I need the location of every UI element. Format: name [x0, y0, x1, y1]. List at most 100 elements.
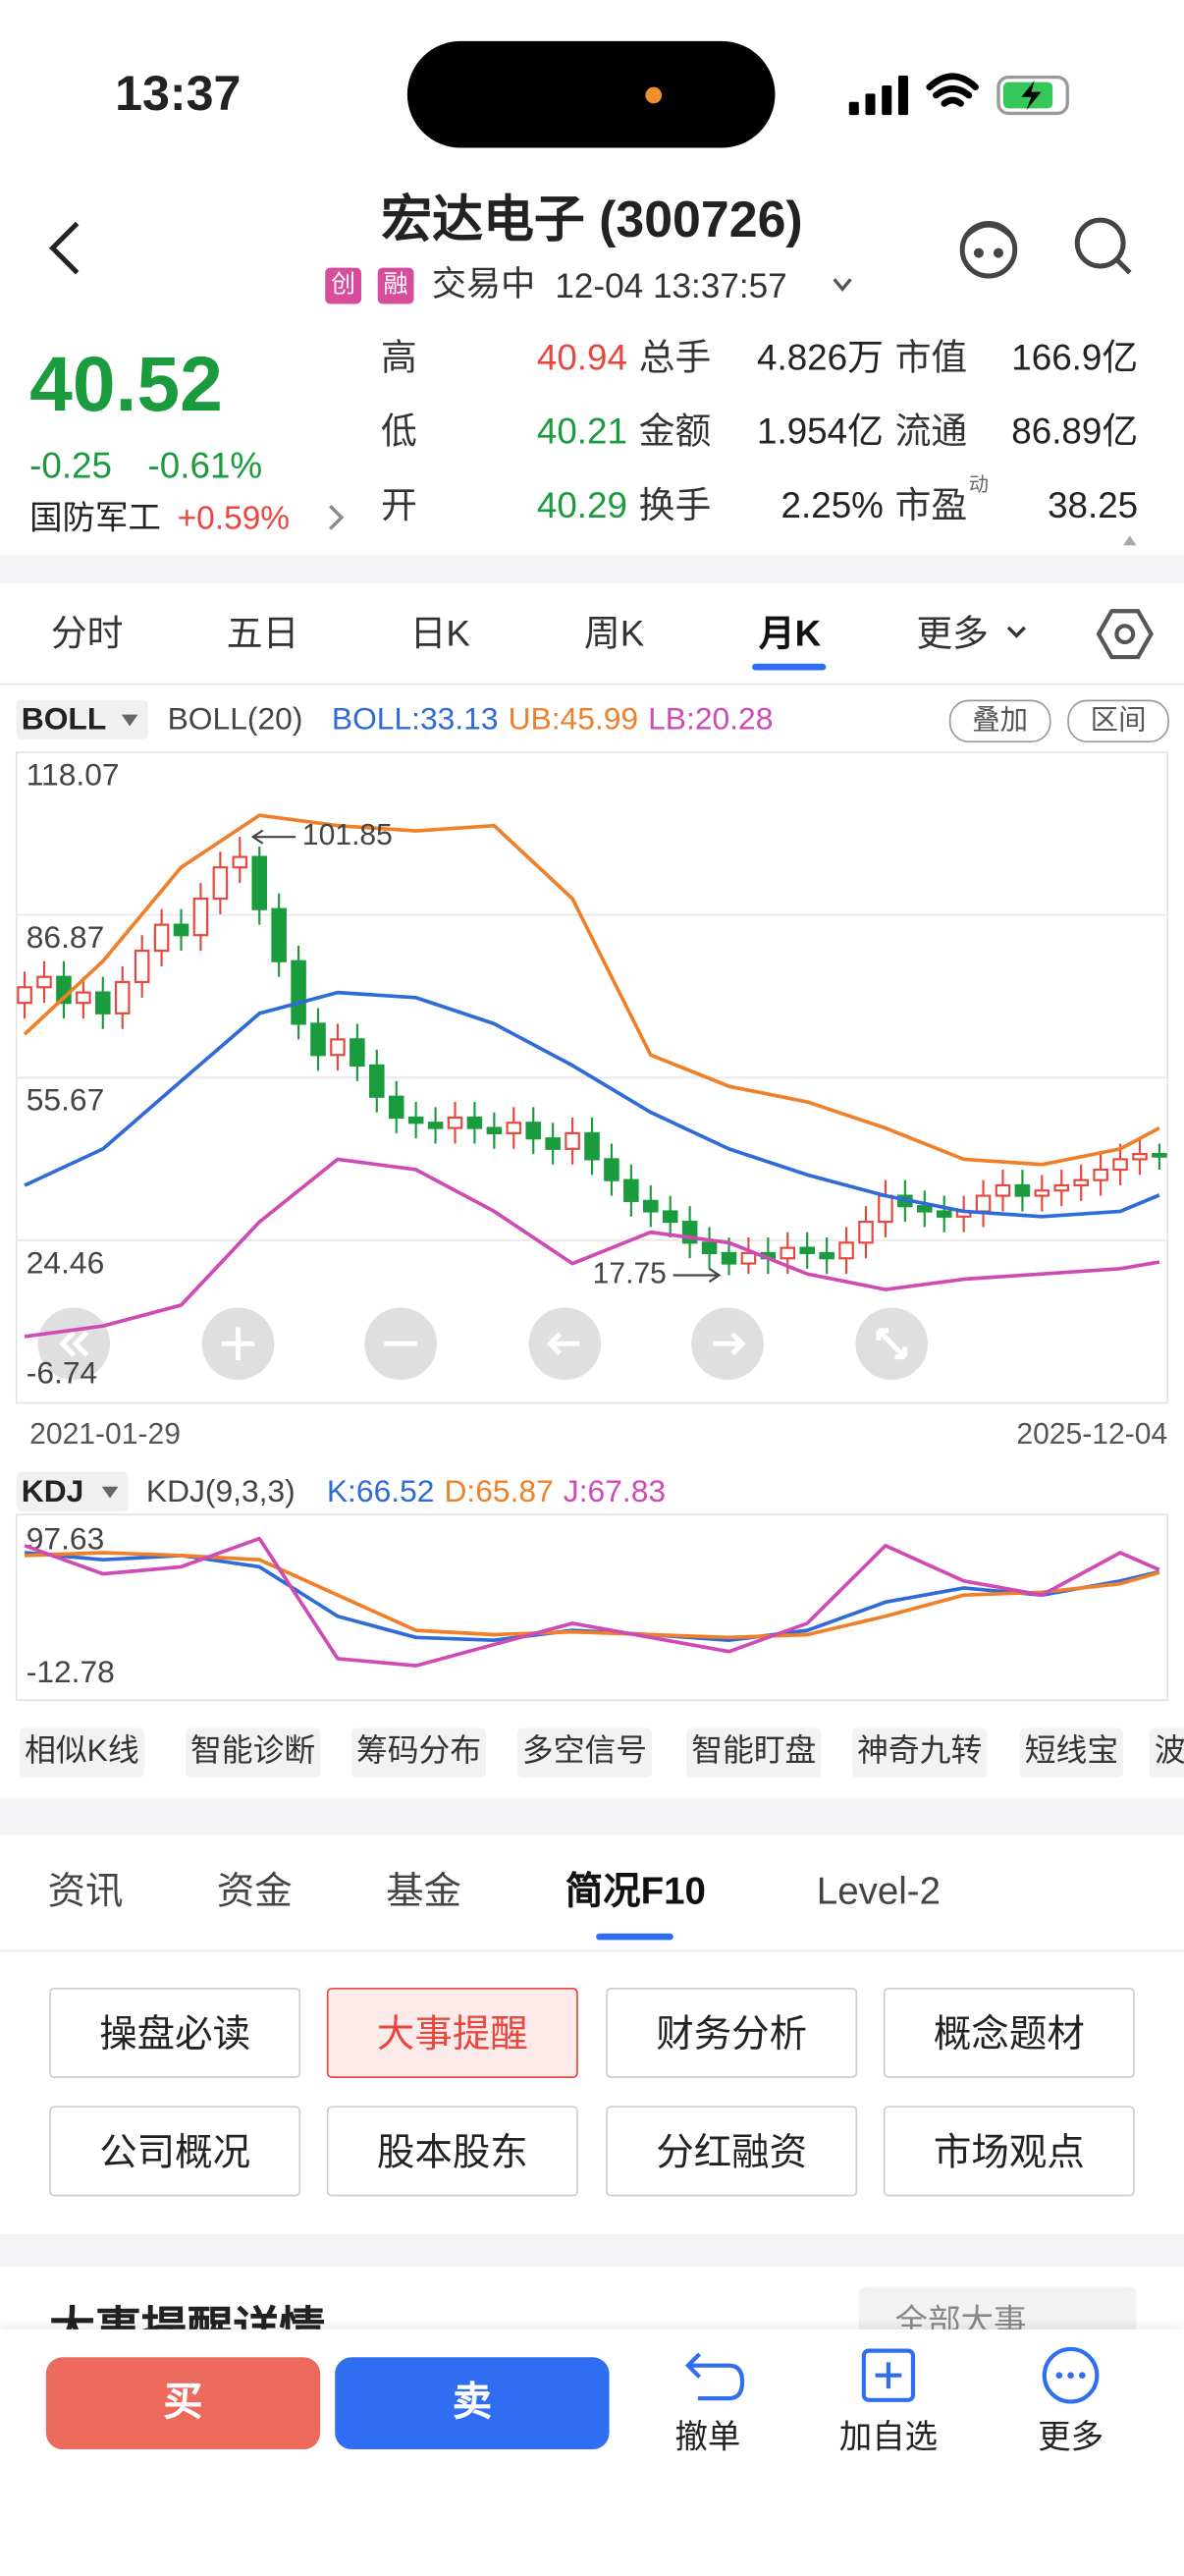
info-tab[interactable]: 基金 — [386, 1869, 462, 1912]
tool-chip[interactable]: 短线宝 — [1019, 1727, 1124, 1778]
candle-body — [799, 1246, 815, 1255]
badge: 创 — [325, 267, 361, 304]
f10-button[interactable]: 市场观点 — [883, 2106, 1135, 2197]
period-tab[interactable]: 月K — [758, 612, 822, 654]
info-tab[interactable]: 简况F10 — [565, 1869, 706, 1912]
y-tick-label: 97.63 — [27, 1520, 105, 1556]
annotation-arrow — [250, 829, 296, 845]
stat-label: 低 — [381, 411, 417, 452]
range-button[interactable]: 区间 — [1067, 699, 1169, 743]
candles — [17, 813, 1167, 1339]
tool-chip[interactable]: 相似K线 — [20, 1727, 144, 1778]
indicator-line — [24, 1551, 1160, 1643]
candle-body — [330, 1038, 346, 1057]
f10-button[interactable]: 概念题材 — [883, 1987, 1135, 2078]
tool-chip[interactable]: 神奇九转 — [852, 1727, 988, 1778]
buy-button[interactable]: 买 — [45, 2357, 321, 2449]
chevron[interactable] — [329, 505, 345, 530]
period-tab[interactable]: 分时 — [50, 612, 124, 654]
candle-body — [936, 1210, 952, 1218]
annotation-arrow — [673, 1267, 722, 1284]
y-tick-label: 118.07 — [27, 757, 120, 793]
candle-body — [114, 980, 131, 1014]
stat-label: 开 — [381, 484, 417, 526]
f10-button[interactable]: 大事提醒 — [326, 1987, 578, 2078]
battery-icon — [996, 75, 1069, 116]
stat-value: 40.94 — [536, 336, 627, 378]
wifi-icon — [926, 73, 979, 107]
tool-chip[interactable]: 波 — [1149, 1727, 1184, 1778]
f10-button[interactable]: 公司概况 — [49, 2106, 301, 2197]
overlay-button[interactable]: 叠加 — [948, 699, 1051, 743]
candle-body — [232, 855, 248, 869]
tool-chip[interactable]: 智能盯盘 — [686, 1727, 822, 1778]
separator — [0, 2233, 1184, 2268]
indicator-line — [24, 990, 1160, 1219]
candle-body — [427, 1122, 444, 1129]
more-dropdown[interactable] — [1006, 626, 1026, 638]
y-tick-label: -6.74 — [27, 1354, 97, 1390]
separator — [0, 1798, 1184, 1836]
candle-body — [56, 975, 72, 1005]
candle-body — [466, 1116, 483, 1129]
candle-body — [975, 1194, 992, 1213]
stat-label: 市盈 — [894, 484, 968, 526]
tool-chip[interactable]: 智能诊断 — [186, 1727, 321, 1778]
candle-body — [291, 959, 306, 1025]
legend-entry: UB:45.99 — [508, 702, 639, 739]
info-tab[interactable]: Level-2 — [816, 1869, 941, 1912]
stat-label: 流通 — [894, 411, 968, 452]
tool-chip[interactable]: 筹码分布 — [350, 1727, 487, 1778]
stat-value: 86.89亿 — [1011, 411, 1139, 452]
candle-body — [681, 1221, 698, 1244]
battery-level — [1003, 82, 1053, 109]
stat-label: 高 — [381, 336, 417, 378]
divider — [0, 1949, 1184, 1952]
f10-button[interactable]: 分红融资 — [606, 2106, 858, 2197]
candle-body — [819, 1251, 834, 1260]
stat-value: 38.25 — [1048, 484, 1139, 526]
action-label[interactable]: 撤单 — [674, 2419, 741, 2456]
candle-body — [584, 1131, 600, 1161]
x-tick-label: 2021-01-29 — [29, 1418, 181, 1451]
dropdown-icon[interactable] — [833, 278, 852, 293]
trade-status: 交易中 — [431, 265, 536, 304]
stat-value: 166.9亿 — [1011, 336, 1139, 378]
info-tab[interactable]: 资讯 — [47, 1869, 124, 1912]
chart-controls[interactable] — [37, 1307, 929, 1381]
settings-icon[interactable] — [1096, 609, 1154, 660]
period-tab[interactable]: 周K — [583, 612, 645, 654]
candle-body — [1132, 1153, 1148, 1161]
candle-body — [897, 1194, 913, 1208]
candle-body — [740, 1251, 757, 1265]
stat-label: 换手 — [638, 484, 712, 526]
info-tab[interactable]: 资金 — [216, 1869, 293, 1912]
legend-entry: J:67.83 — [563, 1475, 667, 1510]
candle-body — [1034, 1189, 1050, 1197]
period-tab[interactable]: 更多 — [916, 612, 989, 654]
sell-button[interactable]: 卖 — [335, 2357, 610, 2449]
candle-body — [760, 1251, 777, 1260]
action-label[interactable]: 更多 — [1038, 2419, 1104, 2456]
candle-body — [447, 1116, 463, 1129]
stock-title: 宏达电子 (300726) — [381, 191, 803, 248]
period-tab[interactable]: 五日 — [226, 612, 299, 654]
candle-body — [310, 1022, 326, 1057]
f10-button[interactable]: 股本股东 — [326, 2106, 578, 2197]
candle-body — [701, 1241, 718, 1255]
period-tab[interactable]: 日K — [409, 612, 470, 654]
candle-body — [780, 1246, 796, 1260]
candle-body — [878, 1194, 893, 1224]
action-label[interactable]: 加自选 — [838, 2419, 939, 2456]
candle-body — [838, 1241, 854, 1260]
f10-button[interactable]: 财务分析 — [606, 1987, 858, 2078]
f10-button[interactable]: 操盘必读 — [49, 1987, 301, 2078]
dynamic-island — [406, 40, 776, 148]
candle-body — [1152, 1153, 1167, 1158]
high-annotation: 101.85 — [302, 819, 393, 851]
tool-chip[interactable]: 多空信号 — [516, 1727, 653, 1778]
low-annotation: 17.75 — [593, 1257, 667, 1289]
sector: 国防军工 — [29, 501, 161, 537]
indicator-line — [23, 813, 1160, 1167]
